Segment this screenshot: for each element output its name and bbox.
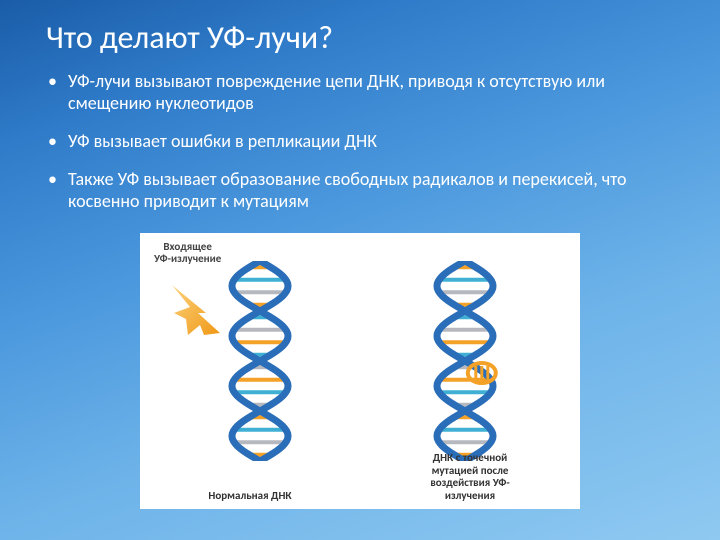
caption-line: воздействия УФ-	[430, 476, 509, 489]
uv-label-line: Входящее	[163, 240, 212, 253]
caption-line: излучения	[445, 489, 495, 502]
bullet-item: УФ вызывает ошибки в репликации ДНК	[46, 131, 674, 153]
slide-title: Что делают УФ-лучи?	[46, 18, 674, 57]
caption-line: мутацией после	[432, 464, 509, 477]
bullet-item: УФ-лучи вызывают повреждение цепи ДНК, п…	[46, 71, 674, 115]
caption-normal: Нормальная ДНК	[140, 490, 360, 503]
bullet-item: Также УФ вызывает образование свободных …	[46, 169, 674, 213]
dna-figure: Входящее УФ-излучение Нормальная Д	[140, 233, 580, 509]
dna-helix-normal	[210, 261, 310, 461]
panel-mutated-dna: ДНК с точечной мутацией после воздействи…	[360, 233, 580, 509]
panel-normal-dna: Входящее УФ-излучение Нормальная Д	[140, 233, 360, 509]
dna-helix-mutated	[415, 261, 525, 461]
figure-container: Входящее УФ-излучение Нормальная Д	[46, 233, 674, 509]
caption-line: ДНК с точечной	[433, 451, 508, 464]
caption-mutated: ДНК с точечной мутацией после воздействи…	[360, 452, 580, 503]
bullet-list: УФ-лучи вызывают повреждение цепи ДНК, п…	[46, 71, 674, 229]
slide: Что делают УФ-лучи? УФ-лучи вызывают пов…	[0, 0, 720, 540]
